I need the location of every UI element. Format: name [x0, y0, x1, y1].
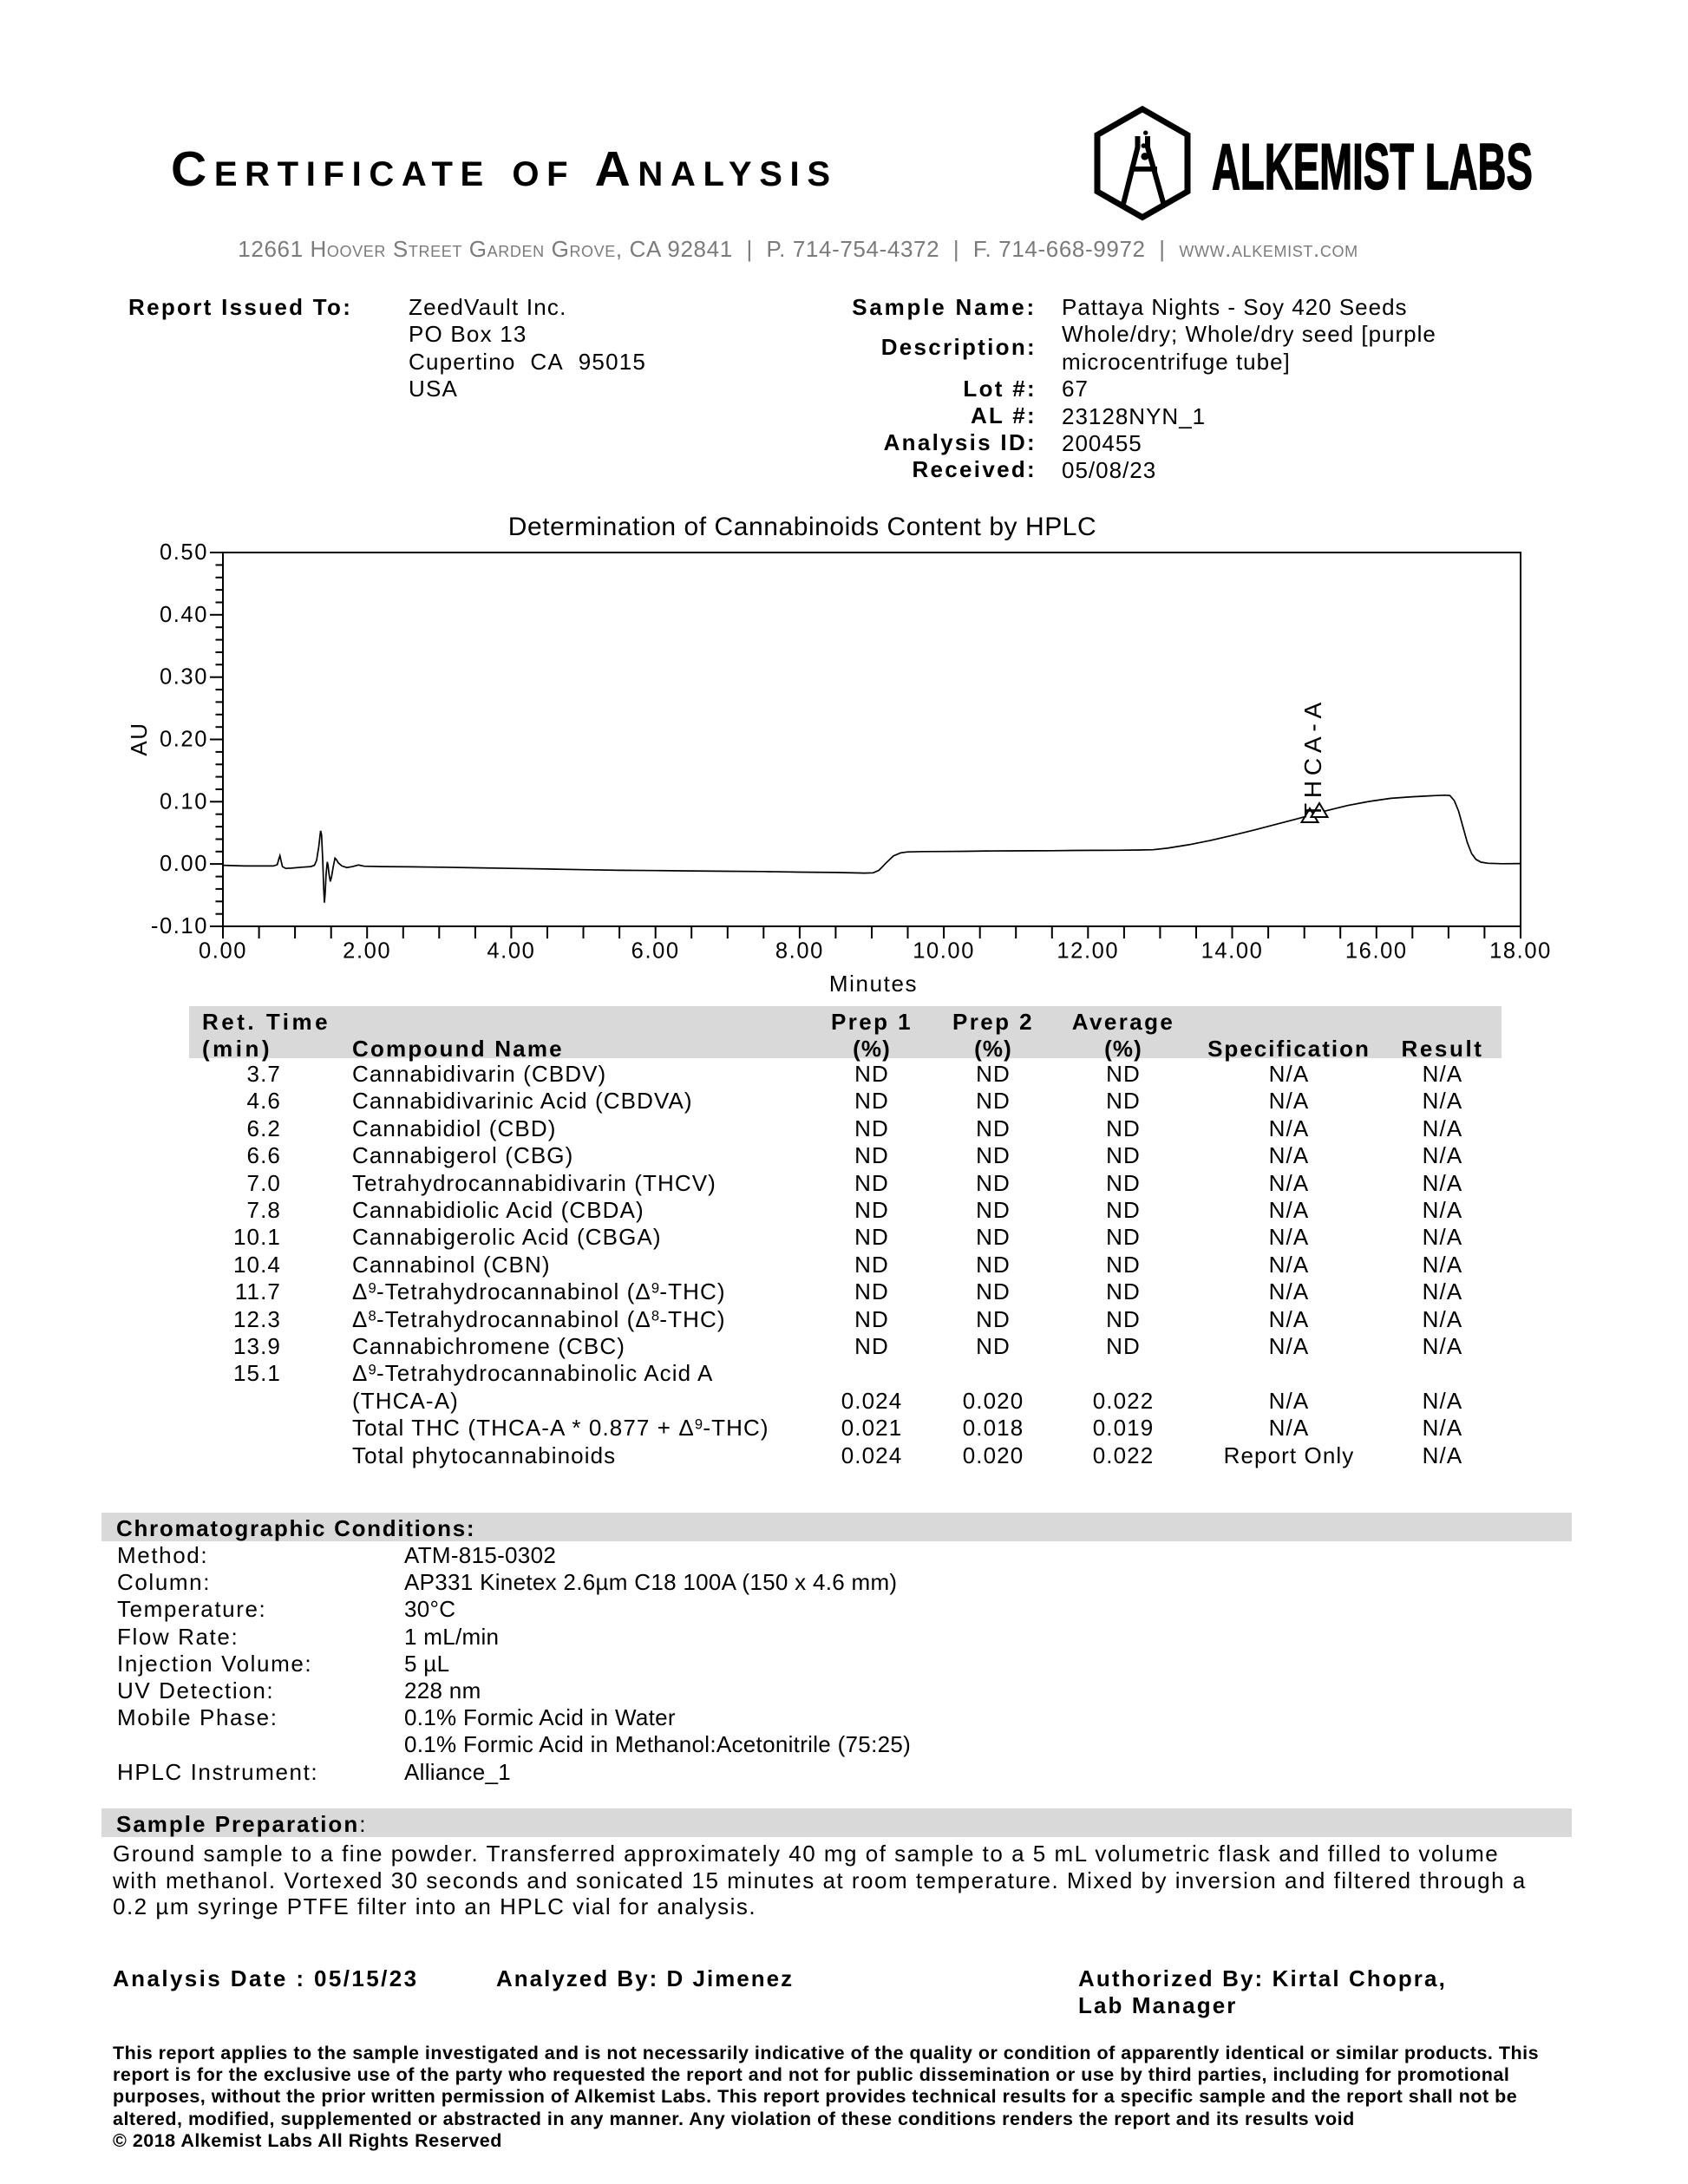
svg-text:Minutes: Minutes: [829, 971, 918, 997]
svg-text:10.00: 10.00: [913, 939, 975, 964]
svg-text:2.00: 2.00: [343, 939, 391, 964]
svg-text:THCA-A: THCA-A: [1299, 697, 1326, 818]
svg-text:0.10: 0.10: [160, 789, 208, 814]
svg-text:12.00: 12.00: [1057, 939, 1119, 964]
svg-text:0.20: 0.20: [160, 728, 208, 752]
svg-text:4.00: 4.00: [487, 939, 535, 964]
svg-text:6.00: 6.00: [631, 939, 680, 964]
svg-text:AU: AU: [126, 722, 152, 755]
svg-text:16.00: 16.00: [1345, 939, 1408, 964]
svg-text:0.00: 0.00: [199, 939, 247, 964]
svg-text:0.40: 0.40: [160, 603, 208, 627]
svg-text:8.00: 8.00: [775, 939, 824, 964]
svg-text:Determination of Cannabinoids: Determination of Cannabinoids Content by…: [508, 513, 1096, 541]
svg-text:-0.10: -0.10: [151, 914, 208, 938]
svg-text:14.00: 14.00: [1201, 939, 1264, 964]
svg-text:18.00: 18.00: [1489, 939, 1552, 964]
svg-text:0.00: 0.00: [160, 852, 208, 876]
svg-text:0.30: 0.30: [160, 665, 208, 690]
svg-text:0.50: 0.50: [160, 540, 208, 565]
